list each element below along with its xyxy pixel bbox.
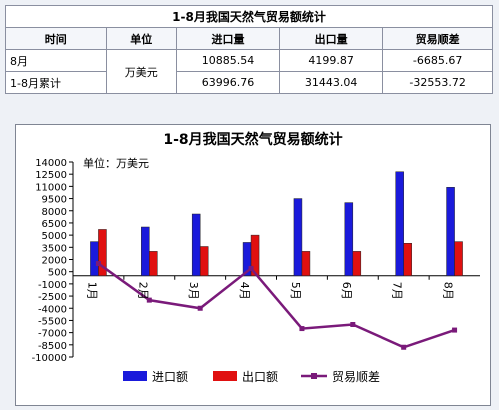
cell-balance: -32553.72	[382, 71, 493, 94]
y-tick-label: -10000	[32, 353, 67, 364]
balance-point	[299, 326, 305, 332]
balance-line	[97, 262, 455, 349]
col-header-balance: 贸易顺差	[382, 27, 493, 50]
y-tick-label: -8500	[38, 341, 67, 352]
x-tick-label: 4月	[238, 282, 251, 300]
cell-import: 10885.54	[175, 49, 281, 72]
y-tick-label: -1000	[38, 280, 67, 291]
y-tick-label: 2000	[42, 256, 67, 267]
chart-unit-label: 单位：万美元	[83, 156, 149, 170]
cell-period: 1-8月累计	[5, 71, 107, 94]
y-tick-label: -2500	[38, 292, 67, 303]
legend-balance-label: 贸易顺差	[332, 370, 380, 384]
x-tick-label: 6月	[340, 282, 353, 300]
y-tick-label: 9500	[42, 195, 67, 206]
legend-import-swatch	[123, 371, 147, 381]
y-tick-label: -5500	[38, 316, 67, 327]
bar-export	[301, 251, 311, 276]
x-tick-label: 3月	[187, 282, 200, 300]
trade-table: 1-8月我国天然气贸易额统计 时间 单位 进口量 出口量 贸易顺差 8月 万美元…	[5, 5, 493, 94]
plot-area: 1400012500110009500800065005000350020005…	[32, 158, 480, 364]
chart-title: 1-8月我国天然气贸易额统计	[163, 131, 342, 148]
y-tick-label: 5000	[42, 231, 67, 242]
y-tick-label: 3500	[42, 243, 67, 254]
balance-point	[95, 261, 101, 267]
bar-export	[199, 246, 209, 276]
balance-point	[401, 344, 407, 350]
balance-point	[452, 327, 458, 333]
x-tick-label: 7月	[391, 282, 404, 300]
col-header-time: 时间	[5, 27, 107, 50]
bar-export	[352, 251, 362, 276]
y-tick-label: 6500	[42, 219, 67, 230]
bar-import	[446, 187, 455, 277]
bar-import	[90, 241, 99, 276]
cell-export: 4199.87	[279, 49, 384, 72]
y-tick-label: 11000	[35, 182, 67, 193]
y-tick-label: 500	[48, 268, 67, 279]
y-tick-label: 8000	[42, 207, 67, 218]
x-tick-label: 8月	[442, 282, 455, 300]
cell-import: 63996.76	[175, 71, 281, 94]
col-header-unit: 单位	[105, 27, 177, 50]
y-tick-label: 14000	[35, 158, 67, 169]
balance-point	[248, 265, 254, 271]
bar-export	[149, 251, 158, 276]
y-tick-label: 12500	[35, 170, 67, 181]
legend: 进口额 出口额 贸易顺差	[123, 370, 380, 384]
legend-balance-marker	[311, 373, 317, 379]
cell-export: 31443.04	[279, 71, 384, 94]
col-header-export: 出口量	[279, 27, 384, 50]
table-row: 8月 万美元 10885.54 4199.87 -6685.67	[5, 49, 493, 94]
bar-export	[98, 229, 107, 276]
balance-point	[197, 305, 203, 311]
y-tick-label: -7000	[38, 329, 67, 340]
bar-import	[395, 171, 404, 276]
legend-import-label: 进口额	[152, 370, 188, 384]
x-tick-label: 2月	[136, 282, 149, 300]
bar-export	[250, 234, 260, 276]
x-tick-label: 5月	[289, 282, 302, 300]
bar-import	[141, 226, 150, 276]
bar-export	[454, 241, 463, 276]
cell-unit: 万美元	[105, 49, 177, 94]
legend-export-swatch	[213, 371, 237, 381]
bar-import	[293, 198, 303, 276]
x-tick-label: 1月	[85, 282, 98, 300]
bar-import	[191, 213, 201, 276]
bar-export	[403, 243, 412, 276]
balance-point	[350, 322, 356, 327]
balance-point	[146, 297, 152, 303]
chart-container: 1-8月我国天然气贸易额统计 单位：万美元 14000 12500 11000 950…	[15, 124, 491, 406]
legend-export-label: 出口额	[242, 370, 278, 384]
col-header-import: 进口量	[175, 27, 281, 50]
table-title: 1-8月我国天然气贸易额统计	[5, 5, 493, 28]
cell-period: 8月	[5, 49, 107, 72]
bar-import	[344, 202, 354, 276]
y-tick-label: -4000	[38, 304, 67, 315]
table-row: 1-8月累计 63996.76 31443.04 -32553.72	[5, 71, 493, 94]
cell-balance: -6685.67	[382, 49, 493, 72]
